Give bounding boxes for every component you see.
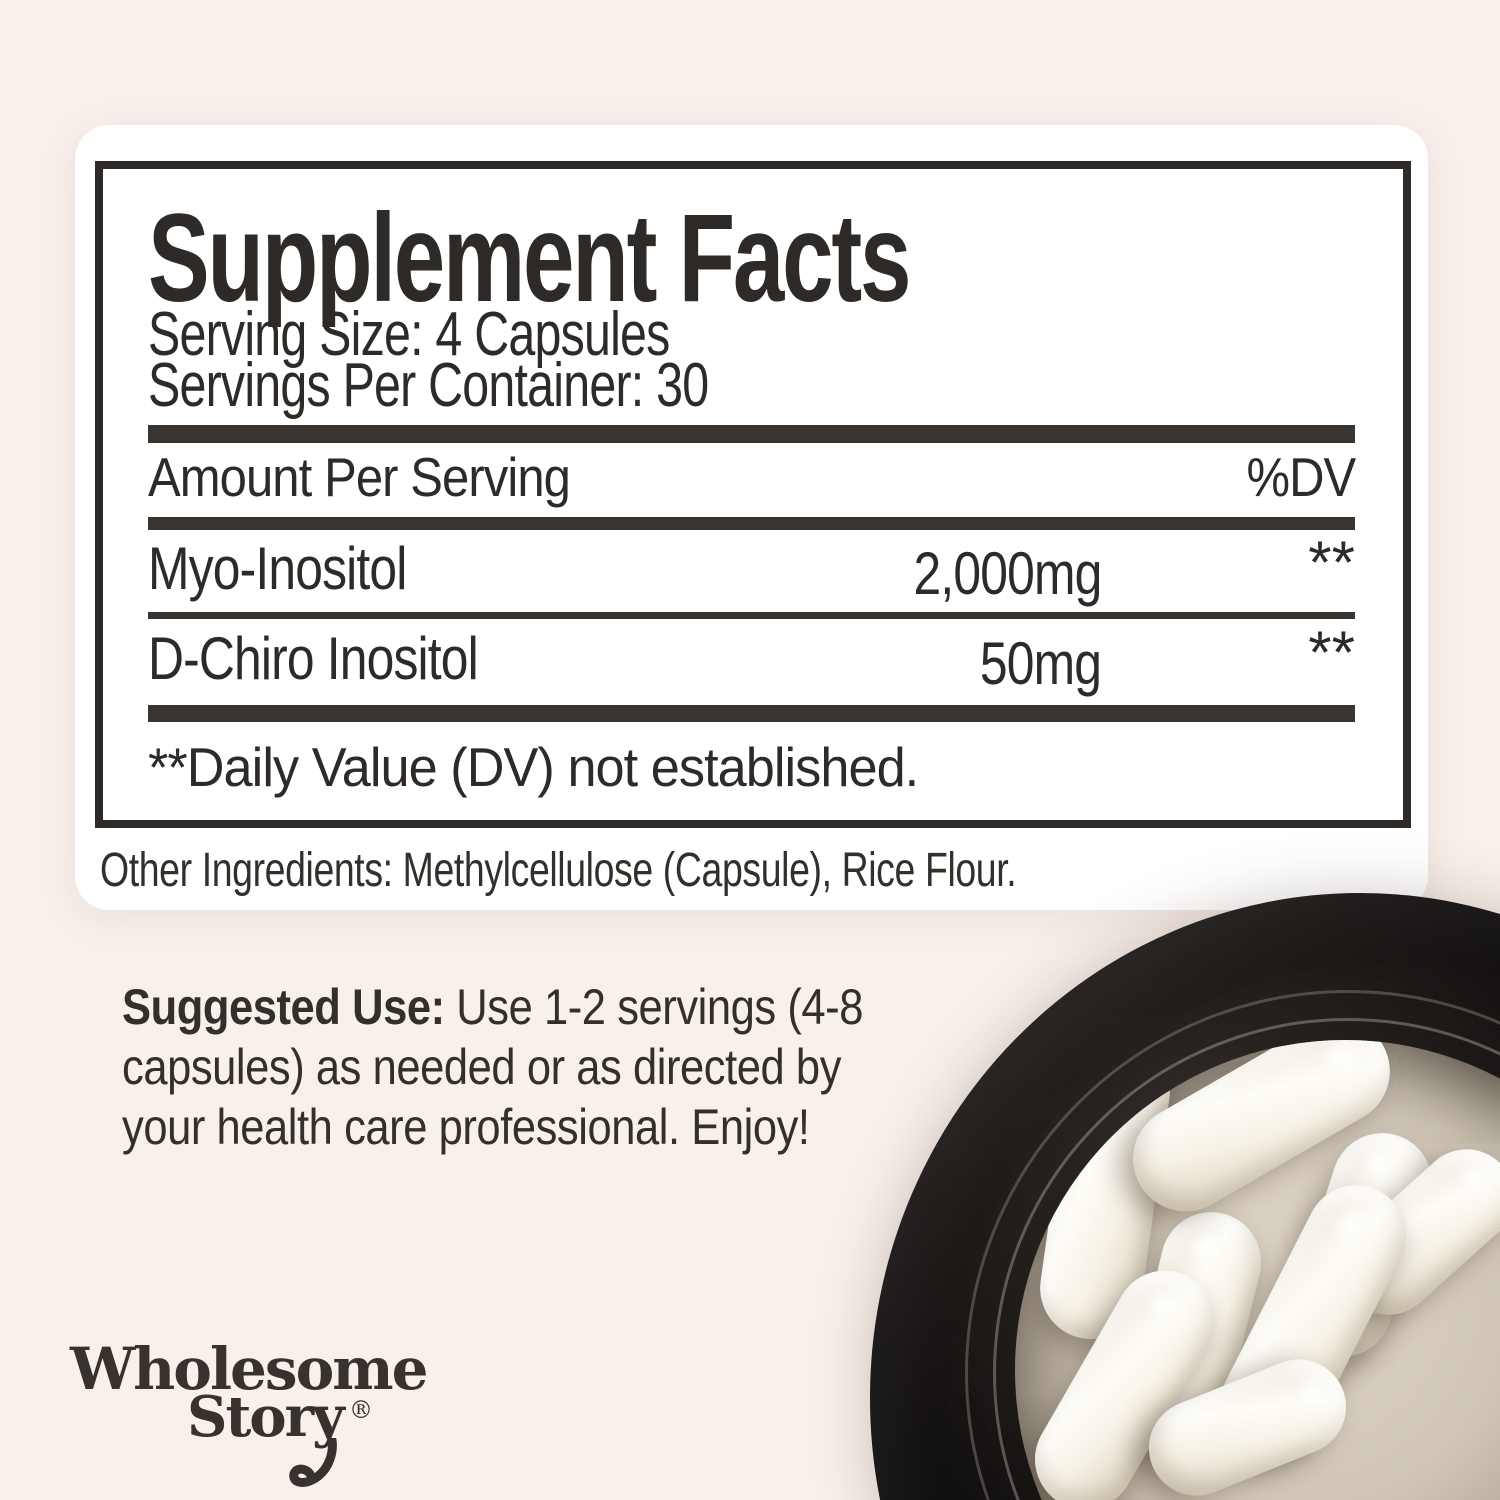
logo-wordmark-line1: Wholesome [70, 1335, 429, 1403]
suggested-use-block: Suggested Use: Use 1-2 servings (4-8 cap… [122, 977, 974, 1157]
capsule [1202, 1168, 1424, 1472]
suggested-use-label: Suggested Use: [122, 979, 445, 1035]
suggested-use-line: capsules) as needed or as directed by [122, 1039, 842, 1095]
registered-trademark-icon: ® [349, 1396, 373, 1424]
logo-swash-icon [289, 1438, 337, 1487]
capsule [1114, 1201, 1272, 1469]
jar-rim-ring [965, 990, 1500, 1500]
capsule [1278, 1120, 1446, 1370]
capsule [1016, 1252, 1234, 1500]
suggested-use-line: Suggested Use: Use 1-2 servings (4-8 [122, 977, 863, 1037]
logo-wordmark-line2: Story [187, 1384, 345, 1450]
suggested-use-line: your health care professional. Enjoy! [122, 1099, 810, 1155]
jar-opening [1015, 1040, 1500, 1500]
capsule [1134, 1345, 1361, 1500]
suggested-use-text: Use 1-2 servings (4-8 [444, 979, 863, 1035]
capsule [1033, 1040, 1177, 1346]
label-card [75, 125, 1428, 910]
capsule [1321, 1129, 1500, 1335]
capsule [1114, 1040, 1409, 1231]
jar-rim-ring [993, 1018, 1500, 1500]
other-ingredients-text: Other Ingredients: Methylcellulose (Caps… [100, 844, 1017, 897]
